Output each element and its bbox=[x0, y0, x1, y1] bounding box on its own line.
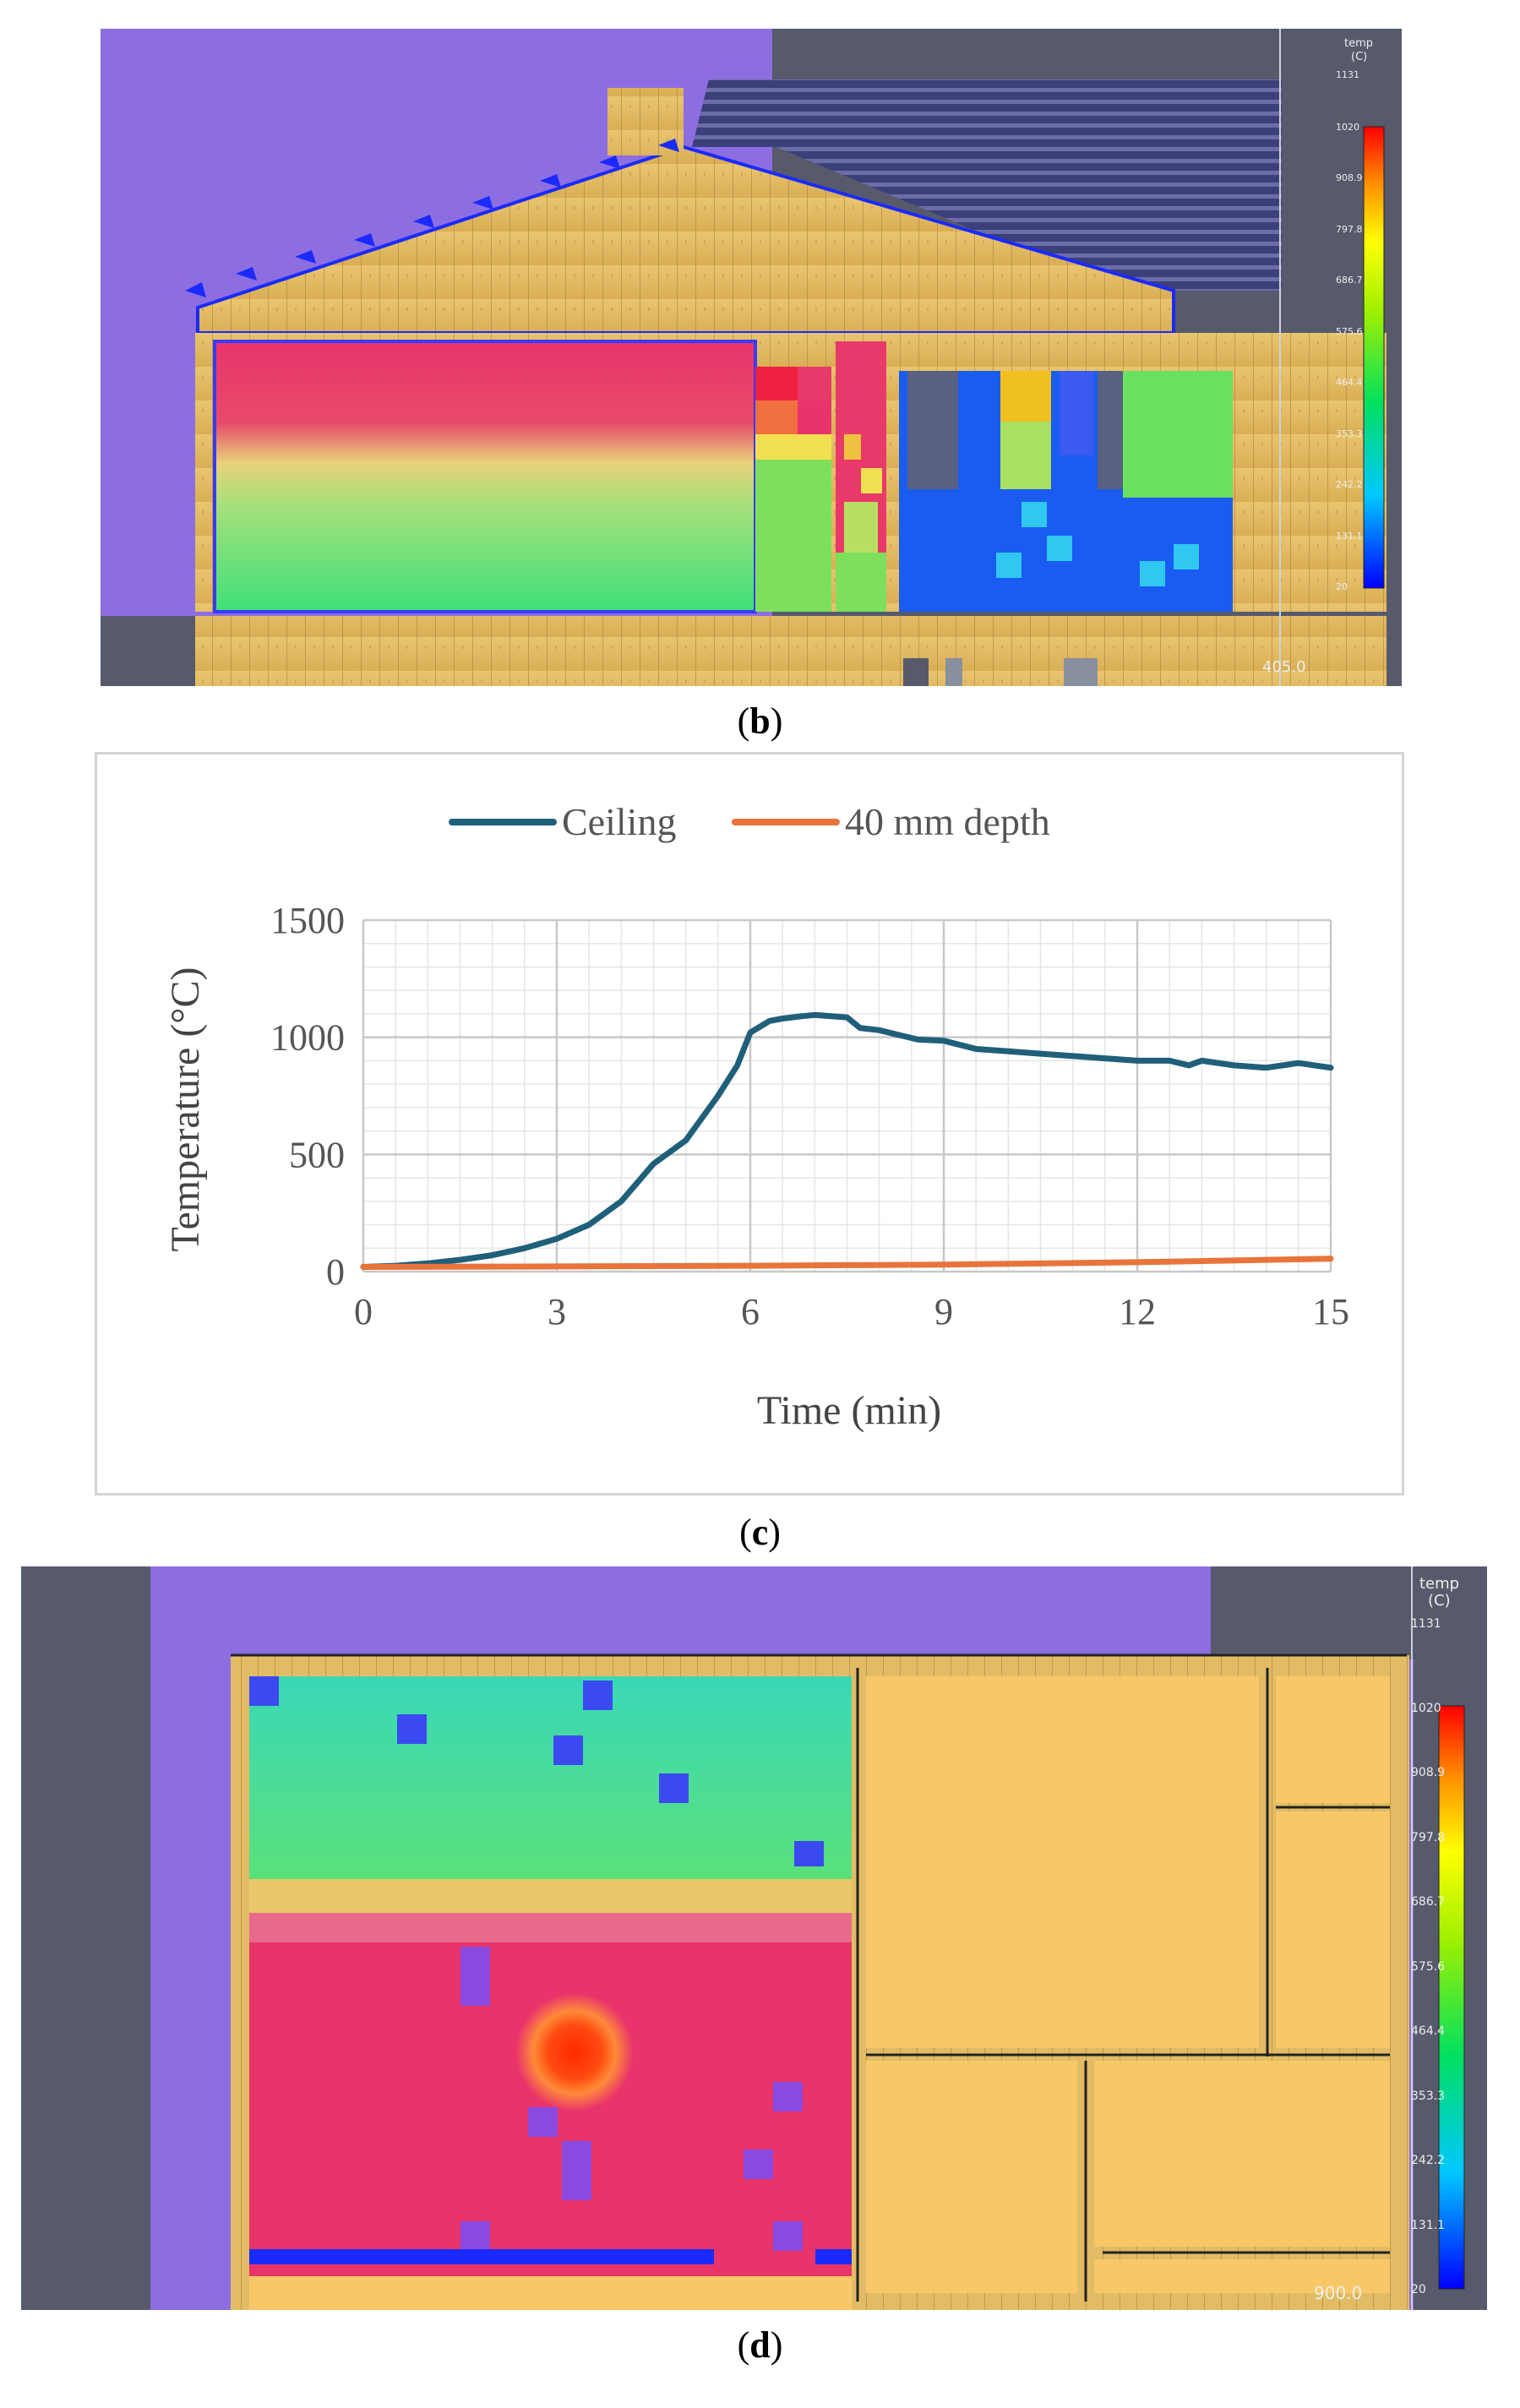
panel-d-colorbar-tick: 1020 bbox=[1411, 1702, 1441, 1715]
chart-series-layer bbox=[360, 1011, 1334, 1270]
panel-c-chart-frame: 0 3 6 9 12 15 0 500 1000 1500 Ceiling 40 mm depth … bbox=[95, 752, 1404, 1495]
panel-b-colorbar-tick: 131.1 bbox=[1336, 530, 1363, 542]
panel-d-colorbar-tick: 131.1 bbox=[1411, 2218, 1446, 2232]
chart-y-tick-label: 500 bbox=[289, 1134, 345, 1175]
chart-x-tick-label: 15 bbox=[1312, 1291, 1349, 1332]
panel-d-colorbar-max: 1131 bbox=[1411, 1617, 1441, 1631]
series-line-ceiling bbox=[360, 1011, 1334, 1270]
panel-b-simulation: temp (C) 1131 1020 908.9 797.8 686.7 575.6 46… bbox=[101, 29, 1402, 686]
chart-y-tick-label: 0 bbox=[326, 1251, 345, 1293]
panel-d-colorbar-title-line2: (C) bbox=[1428, 1592, 1451, 1610]
panel-b-colorbar-max: 1131 bbox=[1336, 69, 1359, 80]
panel-b-colorbar-tick: 464.4 bbox=[1336, 377, 1363, 389]
panel-b-caption: (b) bbox=[737, 700, 783, 742]
panel-b-colorbar-title-line1: temp bbox=[1344, 37, 1374, 50]
legend-label: Ceiling bbox=[562, 800, 676, 843]
series-line-40-mm-depth bbox=[360, 1256, 1334, 1270]
panel-d-colorbar-tick: 464.4 bbox=[1411, 2024, 1446, 2039]
panel-b-time-stamp: 405.0 bbox=[1262, 658, 1306, 676]
chart-major-grid bbox=[362, 918, 1332, 1273]
panel-b-image bbox=[101, 29, 1402, 686]
chart-x-tick-label: 12 bbox=[1119, 1291, 1156, 1332]
chart-minor-grid bbox=[362, 919, 1332, 1272]
panel-d-simulation: temp (C) 1131 1020 908.9 797.8 686.7 575.6 46… bbox=[21, 1566, 1487, 2310]
panel-d-colorbar-tick: 908.9 bbox=[1411, 1766, 1446, 1780]
panel-c-caption: (c) bbox=[739, 1512, 781, 1553]
panel-b-colorbar-tick: 353.3 bbox=[1336, 428, 1363, 439]
panel-d-colorbar-tick: 797.8 bbox=[1411, 1830, 1446, 1844]
panel-d-colorbar-tick: 20 bbox=[1411, 2283, 1426, 2296]
panel-d-caption: (d) bbox=[737, 2324, 783, 2366]
panel-d-time-stamp: 900.0 bbox=[1314, 2283, 1363, 2303]
panel-b-colorbar-tick: 575.6 bbox=[1336, 325, 1363, 337]
panel-d-colorbar-tick: 353.3 bbox=[1411, 2089, 1446, 2103]
chart-y-tick-label: 1000 bbox=[270, 1017, 345, 1059]
panel-d-colorbar-title-line1: temp bbox=[1419, 1575, 1460, 1593]
chart-legend: Ceiling 40 mm depth bbox=[449, 800, 1050, 843]
panel-b-colorbar-tick: 1020 bbox=[1336, 122, 1359, 133]
panel-d-caption-letter: d bbox=[749, 2324, 771, 2366]
chart-x-tick-label: 3 bbox=[548, 1291, 566, 1332]
legend-label: 40 mm depth bbox=[845, 800, 1050, 843]
panel-b-colorbar-tick: 797.8 bbox=[1336, 223, 1363, 235]
chart-x-axis-label: Time (min) bbox=[757, 1388, 941, 1433]
panel-b-colorbar-tick: 686.7 bbox=[1336, 275, 1363, 286]
panel-b-colorbar-tick: 242.2 bbox=[1336, 479, 1363, 491]
panel-b-colorbar-title-line2: (C) bbox=[1351, 51, 1368, 63]
panel-b-colorbar-tick: 20 bbox=[1336, 581, 1348, 592]
panel-d-colorbar-tick: 575.6 bbox=[1411, 1959, 1446, 1974]
chart-x-tick-label: 9 bbox=[934, 1291, 953, 1332]
chart-y-tick-label: 1500 bbox=[270, 900, 345, 941]
panel-b-colorbar-tick: 908.9 bbox=[1336, 172, 1363, 184]
panel-d-image bbox=[21, 1566, 1487, 2310]
chart-ticks-layer: 0 3 6 9 12 15 0 500 1000 1500 bbox=[270, 900, 1349, 1332]
chart-x-tick-label: 6 bbox=[741, 1291, 760, 1332]
panel-d-colorbar-tick: 686.7 bbox=[1411, 1895, 1446, 1910]
panel-b-caption-letter: b bbox=[749, 700, 771, 742]
chart-y-axis-label: Temperature (°C) bbox=[163, 967, 208, 1251]
panel-c-caption-letter: c bbox=[751, 1512, 769, 1553]
panel-d-colorbar-tick: 242.2 bbox=[1411, 2154, 1446, 2168]
chart-x-tick-label: 0 bbox=[354, 1291, 373, 1332]
